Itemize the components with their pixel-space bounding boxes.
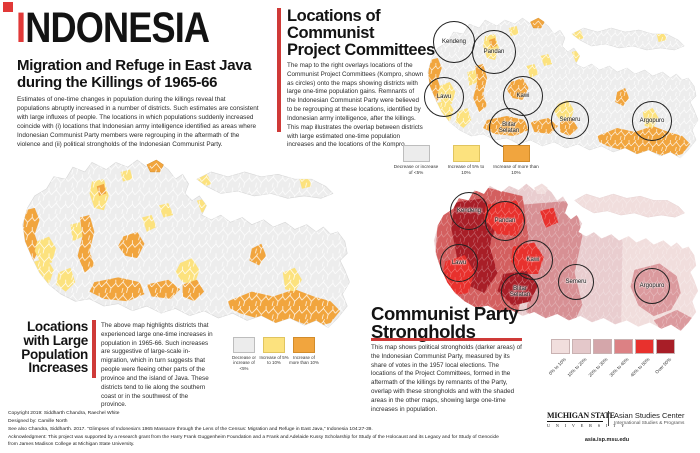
strongholds-legend: 0% to 10% 10% to 20% 20% to 30% 30% to 4… <box>548 339 677 378</box>
asian-studies-center-logo: Asian Studies Center International Studi… <box>614 411 685 426</box>
page-subtitle: Migration and Refuge in East Java during… <box>17 57 252 91</box>
website-url: asia.isp.msu.edu <box>584 437 630 443</box>
swatch-high <box>293 337 315 353</box>
msu-logo: MICHIGAN STATE U N I V E R S I T Y <box>547 411 627 428</box>
swatch-30-40 <box>614 339 633 354</box>
strongholds-heading: Communist Party Strongholds <box>371 303 519 343</box>
gains-legend-top: Decrease or increase of <5% Increase of … <box>393 145 543 175</box>
footer-divider <box>608 411 609 426</box>
kompro-circle-argopuro: Argopuro <box>634 268 670 304</box>
legend-item: Increase of more than 10% <box>289 337 319 371</box>
kompro-circle-kendeng: Kendeng <box>450 192 488 230</box>
accent-underline-strongholds <box>371 338 522 341</box>
gains-map-large <box>18 148 352 330</box>
kompro-circle-semeru: Semeru <box>558 264 594 300</box>
brand-red-square <box>3 2 13 12</box>
swatch-low <box>402 145 430 162</box>
kompro-circle-lawu: Lawu <box>440 244 478 282</box>
title-rest: NDONESIA <box>25 4 210 52</box>
swatch-over-50 <box>656 339 675 354</box>
swatch-0-10 <box>551 339 570 354</box>
legend-item: 30% to 40% <box>609 339 633 378</box>
legend-item: Decrease or increase of <5% <box>393 145 439 175</box>
population-increases-heading: Locations with Large Population Increase… <box>21 319 88 376</box>
credit-line: See also Chandra, Siddharth. 2017. “Glim… <box>8 427 373 433</box>
kompro-circle-blitar-selatan: Blitar Selatan <box>501 273 539 311</box>
gains-map-with-kompro: Kendeng Pandan Lawu Kawi Blitar Selatan … <box>424 8 700 160</box>
kompro-circle-kendeng: Kendeng <box>433 21 475 63</box>
legend-item: Decrease or increase of <5% <box>229 337 259 371</box>
kompro-circle-argopuro: Argopuro <box>632 101 672 141</box>
strongholds-body: This map shows political strongholds (da… <box>371 344 522 413</box>
swatch-40-50 <box>635 339 654 354</box>
legend-item: 0% to 10% <box>548 339 570 376</box>
legend-item: 20% to 30% <box>588 339 612 378</box>
swatch-high <box>502 145 530 162</box>
kompro-circle-lawu: Lawu <box>424 77 464 117</box>
project-committees-body: The map to the right overlays locations … <box>287 62 424 149</box>
swatch-mid <box>452 145 480 162</box>
population-increases-body: The above map highlights districts that … <box>101 322 213 409</box>
east-java-map <box>18 148 352 330</box>
title-letter-red: I <box>16 4 26 52</box>
credit-line: Designed by: Camille North <box>8 419 68 425</box>
gains-legend-bottom: Decrease or increase of <5% Increase of … <box>229 337 319 371</box>
legend-item: Increase of more than 10% <box>493 145 539 175</box>
swatch-20-30 <box>593 339 612 354</box>
swatch-low <box>233 337 255 353</box>
page-title: INDONESIA <box>16 4 210 52</box>
swatch-10-20 <box>572 339 591 354</box>
intro-paragraph: Estimates of one-time changes in populat… <box>17 96 259 149</box>
strongholds-map-with-kompro: Kendeng Pandan Lawu Kawi Blitar Selatan … <box>430 173 700 333</box>
project-committees-heading: Locations of Communist Project Committee… <box>287 7 435 59</box>
kompro-circle-blitar-selatan: Blitar Selatan <box>489 108 529 148</box>
accent-bar-project-committees <box>277 8 281 132</box>
kompro-circle-semeru: Semeru <box>551 101 589 139</box>
credits-block: Copyright 2019: Siddharth Chandra, Raech… <box>8 410 508 450</box>
swatch-mid <box>263 337 285 353</box>
kompro-circle-pandan: Pandan <box>485 201 525 241</box>
kompro-circle-pandan: Pandan <box>472 30 516 74</box>
legend-item: Increase of 5% to 10% <box>443 145 489 175</box>
legend-item: 40% to 50% <box>630 339 654 378</box>
credit-line: Acknowledgment: This project was support… <box>8 435 499 448</box>
accent-bar-population <box>92 320 96 378</box>
legend-item: 10% to 20% <box>567 339 591 378</box>
legend-item: Over 50% <box>654 339 675 375</box>
legend-item: Increase of 5% to 10% <box>259 337 289 371</box>
credit-line: Copyright 2019: Siddharth Chandra, Raech… <box>8 411 120 416</box>
